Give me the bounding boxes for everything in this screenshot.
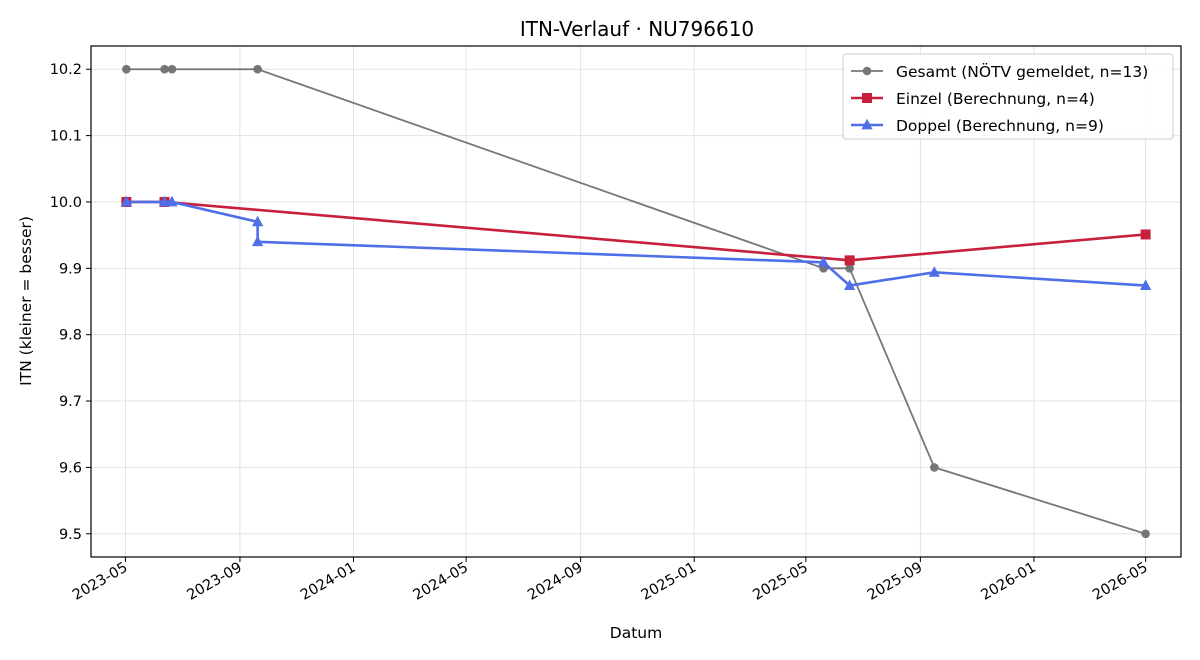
legend-label: Gesamt (NÖTV gemeldet, n=13) (896, 62, 1148, 81)
x-tick-label: 2024-09 (525, 560, 585, 604)
data-point (844, 279, 856, 290)
y-axis-label: ITN (kleiner = besser) (17, 216, 35, 386)
series-layer (120, 64, 1152, 539)
x-tick-label: 2024-01 (298, 560, 358, 604)
data-point (844, 255, 855, 266)
plot-area (90, 45, 1182, 558)
y-tick-label: 10.0 (50, 195, 82, 211)
x-tick-label: 2026-05 (1090, 560, 1150, 604)
data-point (1140, 229, 1151, 240)
x-tick-label: 2025-09 (865, 560, 925, 604)
axis-ticks: 9.5 9.6 9.7 9.8 9.9 10.0 10.1 10.2 2023-05 2023-0… (50, 62, 1151, 604)
data-point (122, 64, 131, 74)
legend-box (842, 53, 1174, 140)
legend-marker (862, 93, 872, 103)
x-tick-label: 2025-05 (750, 560, 810, 604)
legend-entry (851, 66, 883, 76)
y-tick-label: 10.2 (50, 62, 82, 78)
data-point (930, 463, 939, 472)
x-tick-label: 2026-01 (978, 560, 1038, 604)
data-point (166, 195, 178, 207)
y-tick-label: 9.8 (59, 328, 82, 344)
x-tick-label: 2024-05 (411, 560, 471, 604)
x-tick-label: 2023-05 (70, 560, 130, 604)
series-line (126, 200, 1146, 262)
series-circle (122, 64, 1150, 539)
x-tick-label: 2023-09 (184, 560, 244, 604)
data-point (845, 264, 854, 273)
data-point (252, 215, 264, 227)
chart-title: ITN-Verlauf · NU796610 (520, 17, 754, 41)
y-tick-label: 9.7 (59, 394, 82, 410)
legend-marker (861, 118, 873, 130)
legend: Gesamt (NÖTV gemeldet, n=13) Einzel (Bere… (842, 53, 1174, 140)
legend-entry (851, 93, 883, 103)
data-point (158, 195, 171, 207)
legend-label: Einzel (Berechnung, n=4) (896, 90, 1095, 108)
data-point (253, 64, 262, 74)
series-triangle (120, 195, 1152, 290)
data-point (160, 64, 169, 74)
x-axis-label: Datum (610, 624, 662, 642)
data-point (817, 256, 830, 267)
data-point (252, 235, 264, 247)
data-point (1141, 529, 1150, 539)
data-point (928, 266, 940, 277)
y-tick-label: 9.9 (59, 261, 82, 277)
data-point (1140, 279, 1152, 290)
x-tick-label: 2025-01 (639, 560, 699, 604)
y-tick-label: 9.5 (59, 527, 82, 543)
y-tick-label: 9.6 (59, 460, 82, 476)
legend-entry (851, 118, 883, 130)
data-point (120, 195, 132, 207)
series-line (126, 200, 1146, 287)
legend-marker (862, 66, 872, 76)
legend-label: Doppel (Berechnung, n=9) (896, 117, 1104, 135)
y-tick-label: 10.1 (50, 129, 82, 145)
data-point (167, 64, 177, 74)
